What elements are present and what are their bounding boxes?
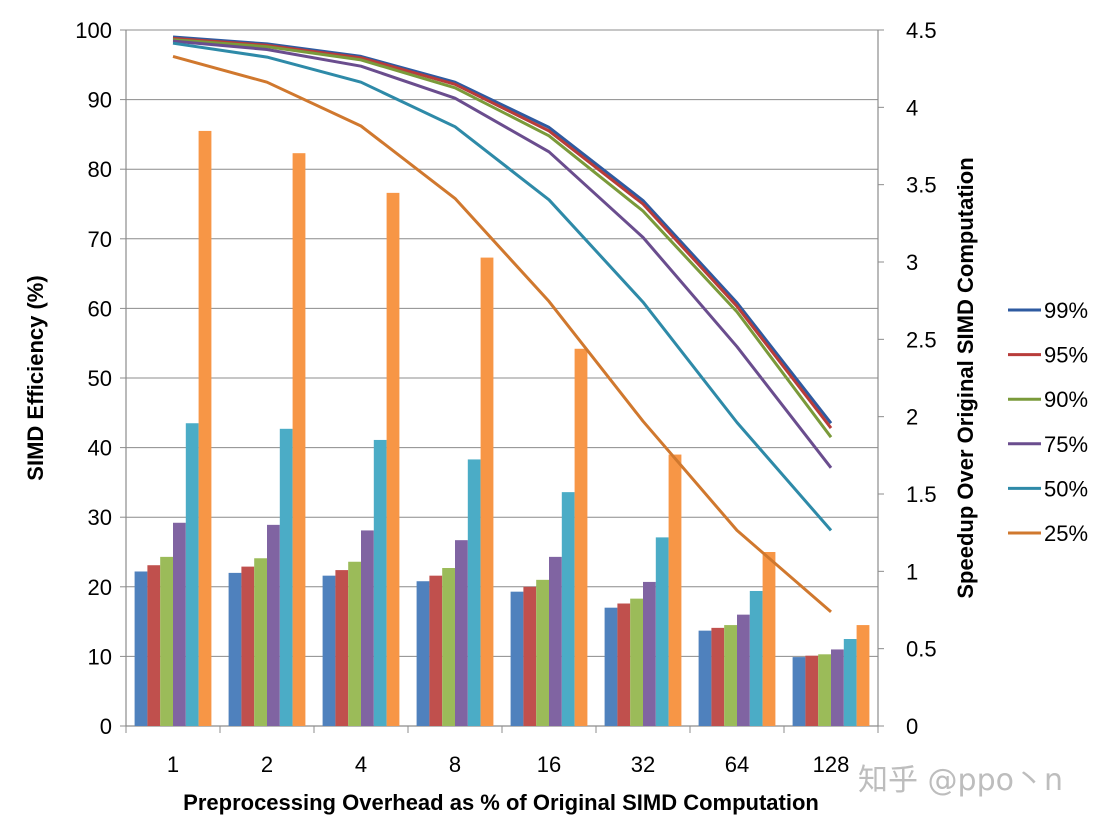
y-right-tick-label: 1.5 — [906, 482, 937, 507]
bar-50pct-64 — [749, 590, 763, 726]
bar-95pct-8 — [429, 575, 443, 726]
bar-95pct-32 — [617, 603, 631, 726]
bar-90pct-8 — [442, 568, 455, 726]
bar-95pct-64 — [711, 627, 725, 726]
bar-99pct-2 — [228, 572, 242, 726]
bar-99pct-16 — [510, 591, 524, 726]
bar-90pct-128 — [818, 654, 831, 726]
y-left-tick-label: 0 — [100, 714, 112, 739]
x-tick-label: 8 — [449, 752, 461, 777]
legend-label-99pct: 99% — [1044, 298, 1088, 323]
bar-99pct-128 — [792, 657, 806, 726]
bar-95pct-16 — [523, 586, 537, 726]
bar-25pct-32 — [668, 454, 682, 726]
bar-99pct-4 — [322, 575, 336, 726]
bar-25pct-128 — [856, 625, 870, 726]
y-axis-left-label: SIMD Efficiency (%) — [23, 275, 48, 480]
bar-75pct-8 — [455, 540, 468, 726]
bar-99pct-64 — [698, 630, 712, 726]
bar-90pct-16 — [536, 579, 549, 726]
y-left-tick-label: 50 — [88, 366, 112, 391]
bar-25pct-64 — [762, 552, 776, 726]
y-left-tick-label: 20 — [88, 575, 112, 600]
x-tick-label: 2 — [261, 752, 273, 777]
bar-50pct-128 — [843, 639, 857, 726]
line-50pct — [172, 41, 833, 532]
legend-label-90pct: 90% — [1044, 387, 1088, 412]
bar-75pct-16 — [549, 556, 562, 726]
legend-label-50pct: 50% — [1044, 476, 1088, 501]
x-tick-label: 4 — [355, 752, 367, 777]
bar-50pct-16 — [561, 492, 575, 726]
bar-50pct-2 — [279, 428, 293, 726]
bar-75pct-4 — [361, 530, 374, 726]
bar-90pct-32 — [630, 598, 643, 726]
bar-99pct-1 — [134, 571, 148, 726]
y-left-tick-label: 30 — [88, 505, 112, 530]
x-tick-label: 64 — [725, 752, 749, 777]
y-axis-right-label: Speedup Over Original SIMD Computation — [953, 157, 978, 598]
bar-99pct-32 — [604, 607, 618, 726]
y-left-tick-label: 80 — [88, 157, 112, 182]
line-90pct — [172, 38, 833, 439]
bar-75pct-64 — [737, 614, 750, 726]
bar-50pct-8 — [467, 459, 481, 726]
y-right-tick-label: 3 — [906, 250, 918, 275]
x-tick-label: 32 — [631, 752, 655, 777]
bar-95pct-1 — [147, 565, 161, 726]
legend-label-95pct: 95% — [1044, 343, 1088, 368]
legend-label-75pct: 75% — [1044, 432, 1088, 457]
y-right-tick-label: 4.5 — [906, 18, 937, 43]
y-right-tick-label: 2 — [906, 405, 918, 430]
bar-99pct-8 — [416, 581, 430, 726]
x-tick-label: 128 — [813, 752, 850, 777]
bar-25pct-2 — [292, 153, 306, 726]
lines-layer — [172, 35, 833, 614]
line-75pct — [172, 39, 833, 469]
bar-25pct-8 — [480, 257, 494, 726]
legend: 99% 95% 90% 75% 50% 25% — [1008, 298, 1088, 546]
y-right-tick-label: 4 — [906, 95, 918, 120]
y-left-tick-label: 100 — [75, 18, 112, 43]
line-99pct — [172, 35, 833, 425]
y-left-tick-label: 10 — [88, 644, 112, 669]
y-right-tick-label: 0.5 — [906, 637, 937, 662]
bar-75pct-128 — [831, 649, 844, 726]
y-right-tick-label: 0 — [906, 714, 918, 739]
bars-layer — [134, 130, 870, 727]
bar-50pct-32 — [655, 537, 669, 726]
line-25pct — [172, 54, 832, 614]
bar-25pct-16 — [574, 348, 588, 726]
bar-75pct-2 — [267, 524, 280, 726]
bar-25pct-1 — [198, 130, 212, 727]
y-left-tick-label: 40 — [88, 436, 112, 461]
bar-50pct-1 — [185, 423, 199, 726]
bar-50pct-4 — [373, 439, 387, 726]
y-left-tick-label: 70 — [88, 227, 112, 252]
bar-75pct-1 — [173, 522, 186, 726]
y-left-tick-label: 90 — [88, 88, 112, 113]
bar-95pct-4 — [335, 570, 349, 726]
bar-95pct-128 — [805, 655, 819, 726]
x-tick-label: 16 — [537, 752, 561, 777]
line-95pct — [172, 36, 833, 430]
bar-75pct-32 — [643, 581, 656, 726]
x-tick-label: 1 — [167, 752, 179, 777]
bar-90pct-64 — [724, 625, 737, 726]
y-right-tick-label: 2.5 — [906, 327, 937, 352]
y-right-tick-label: 1 — [906, 559, 918, 584]
y-left-tick-label: 60 — [88, 296, 112, 321]
legend-label-25pct: 25% — [1044, 521, 1088, 546]
bar-90pct-4 — [348, 561, 361, 726]
bar-90pct-2 — [254, 558, 267, 726]
bar-95pct-2 — [241, 566, 255, 726]
tick-labels: 0 10 20 30 40 50 60 70 80 90 100 0 0.5 1 1.5 2 2.5 3 3.5 4 4… — [75, 18, 936, 777]
bar-25pct-4 — [386, 192, 400, 726]
x-axis-label: Preprocessing Overhead as % of Original … — [183, 790, 819, 815]
watermark-text: 知乎 @ppo丶n — [858, 763, 1063, 798]
y-right-tick-label: 3.5 — [906, 173, 937, 198]
bar-90pct-1 — [160, 556, 173, 726]
